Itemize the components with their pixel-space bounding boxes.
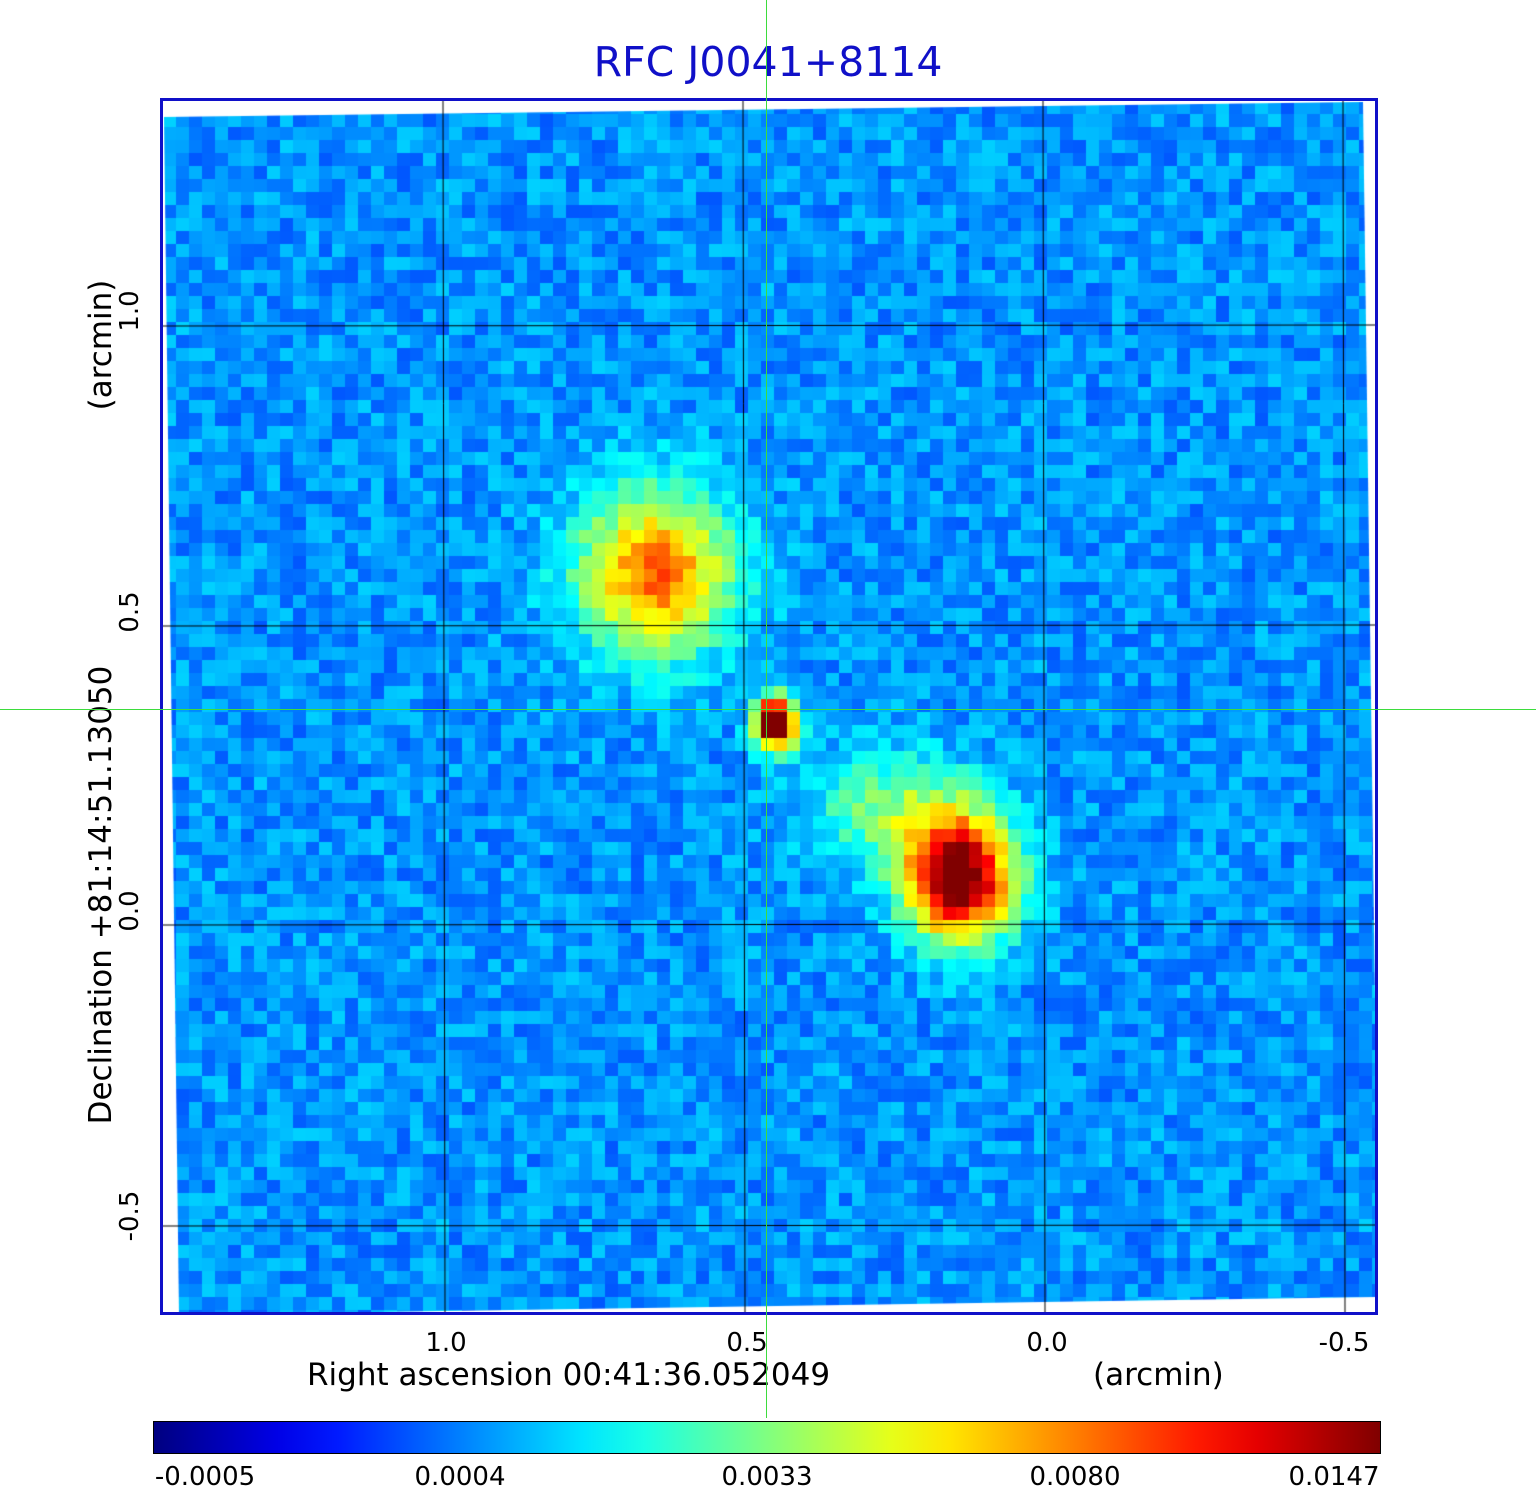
x-tick-0.0: 0.0 xyxy=(1026,1328,1068,1358)
y-tick-1.0: 1.0 xyxy=(115,290,145,332)
y-tick-minus-0.5: -0.5 xyxy=(115,1190,145,1242)
x-tick-0.5: 0.5 xyxy=(726,1328,768,1358)
colorbar-tick-3: 0.0080 xyxy=(1029,1462,1121,1492)
crosshair-horizontal xyxy=(0,709,1536,710)
colorbar xyxy=(153,1421,1381,1454)
colorbar-tick-1: 0.0004 xyxy=(414,1462,506,1492)
radio-map-canvas[interactable] xyxy=(163,101,1375,1312)
y-axis-unit: (arcmin) xyxy=(83,279,119,411)
x-tick-minus-0.5: -0.5 xyxy=(1318,1328,1370,1358)
x-axis-label: Right ascension 00:41:36.052049 xyxy=(307,1357,831,1393)
y-axis-label: Declination +81:14:51.13050 xyxy=(83,665,119,1125)
image-title: RFC J0041+8114 xyxy=(593,38,943,86)
x-tick-1.0: 1.0 xyxy=(425,1328,467,1358)
colorbar-tick-2: 0.0033 xyxy=(721,1462,813,1492)
x-axis-unit: (arcmin) xyxy=(1093,1357,1224,1393)
colorbar-tick-4: 0.0147 xyxy=(1288,1462,1380,1492)
y-tick-0.0: 0.0 xyxy=(115,890,145,932)
colorbar-tick-0: -0.0005 xyxy=(154,1462,256,1492)
y-tick-0.5: 0.5 xyxy=(115,591,145,633)
sky-image-panel[interactable] xyxy=(160,98,1378,1315)
